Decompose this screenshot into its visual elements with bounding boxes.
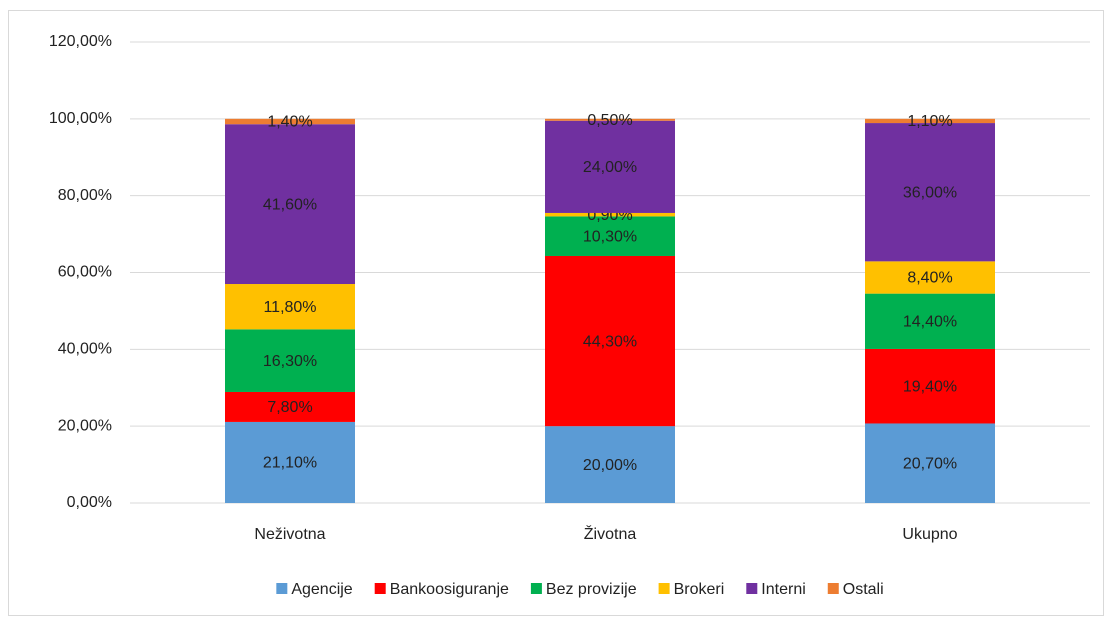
y-tick-label: 120,00% bbox=[49, 33, 112, 50]
bar-segment bbox=[865, 293, 995, 349]
data-label: 16,30% bbox=[263, 353, 317, 370]
bar-segment bbox=[545, 118, 675, 121]
data-label: 19,40% bbox=[903, 378, 957, 395]
legend-label: Agencije bbox=[291, 581, 352, 598]
bar-segment bbox=[865, 348, 995, 424]
data-label: 11,80% bbox=[263, 299, 316, 316]
bar-segment bbox=[225, 329, 355, 392]
x-tick-label: Ukupno bbox=[902, 526, 957, 543]
legend-swatch bbox=[827, 583, 839, 594]
data-label: 0,50% bbox=[587, 112, 632, 129]
legend-swatch bbox=[658, 583, 670, 594]
y-tick-label: 40,00% bbox=[58, 341, 112, 358]
legend-label: Ostali bbox=[843, 581, 884, 598]
data-label: 24,00% bbox=[583, 159, 637, 176]
bar-segment bbox=[545, 212, 675, 217]
bar-segment bbox=[225, 284, 355, 330]
data-label: 10,30% bbox=[583, 228, 637, 245]
legend-label: Brokeri bbox=[674, 581, 725, 598]
bar-segment bbox=[225, 391, 355, 422]
y-tick-label: 20,00% bbox=[58, 417, 112, 434]
bar-segment bbox=[865, 423, 995, 503]
data-label: 20,70% bbox=[903, 455, 957, 472]
bar-segment bbox=[865, 261, 995, 294]
legend-swatch bbox=[530, 583, 542, 594]
data-label: 1,10% bbox=[907, 113, 952, 130]
data-label: 21,10% bbox=[263, 455, 317, 472]
bar-segment bbox=[225, 421, 355, 503]
y-tick-label: 80,00% bbox=[58, 187, 112, 204]
bar-segment bbox=[225, 124, 355, 285]
legend-swatch bbox=[276, 583, 288, 594]
legend-label: Interni bbox=[761, 581, 805, 598]
bar-segment bbox=[865, 123, 995, 262]
x-tick-label: Životna bbox=[584, 524, 637, 543]
bar-segment bbox=[865, 118, 995, 124]
y-tick-label: 100,00% bbox=[49, 110, 112, 127]
legend-swatch bbox=[746, 583, 758, 594]
bar-segment bbox=[545, 120, 675, 213]
bar-segment bbox=[545, 255, 675, 427]
data-label: 14,40% bbox=[903, 314, 957, 331]
y-tick-label: 60,00% bbox=[58, 264, 112, 281]
data-label: 1,40% bbox=[267, 114, 312, 131]
data-label: 20,00% bbox=[583, 457, 637, 474]
data-label: 7,80% bbox=[267, 399, 312, 416]
legend-label: Bez provizije bbox=[546, 581, 637, 598]
data-label: 8,40% bbox=[907, 270, 952, 287]
x-tick-label: Neživotna bbox=[254, 526, 325, 543]
bar-segment bbox=[225, 118, 355, 125]
y-tick-label: 0,00% bbox=[67, 494, 112, 511]
data-label: 44,30% bbox=[583, 333, 637, 350]
legend-label: Bankoosiguranje bbox=[390, 581, 509, 598]
legend-swatch bbox=[374, 583, 386, 594]
bar-segment bbox=[545, 426, 675, 503]
data-label: 36,00% bbox=[903, 184, 957, 201]
data-label: 41,60% bbox=[263, 196, 317, 213]
bar-segment bbox=[545, 216, 675, 256]
